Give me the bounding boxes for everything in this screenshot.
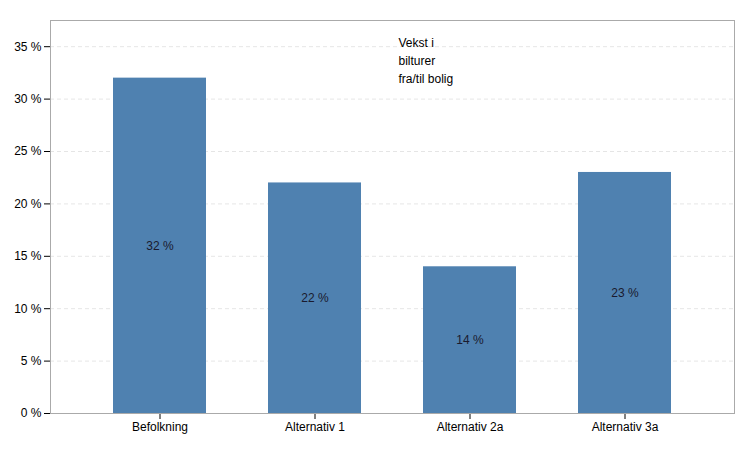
svg-text:0 %: 0 % xyxy=(21,406,42,420)
svg-text:35 %: 35 % xyxy=(14,40,42,54)
svg-text:30 %: 30 % xyxy=(14,92,42,106)
svg-text:20 %: 20 % xyxy=(14,197,42,211)
svg-text:Befolkning: Befolkning xyxy=(132,420,188,434)
svg-text:15 %: 15 % xyxy=(14,249,42,263)
svg-text:32 %: 32 % xyxy=(146,239,174,253)
svg-text:23 %: 23 % xyxy=(611,286,639,300)
svg-text:Alternativ 2a: Alternativ 2a xyxy=(437,420,504,434)
svg-text:Alternativ 3a: Alternativ 3a xyxy=(592,420,659,434)
svg-text:10 %: 10 % xyxy=(14,302,42,316)
svg-text:5 %: 5 % xyxy=(21,354,42,368)
svg-text:Alternativ 1: Alternativ 1 xyxy=(285,420,345,434)
svg-text:22 %: 22 % xyxy=(301,291,329,305)
svg-text:14 %: 14 % xyxy=(456,333,484,347)
svg-text:25 %: 25 % xyxy=(14,144,42,158)
svg-text:Vekst ibilturerfra/til bolig: Vekst ibilturerfra/til bolig xyxy=(399,36,454,86)
